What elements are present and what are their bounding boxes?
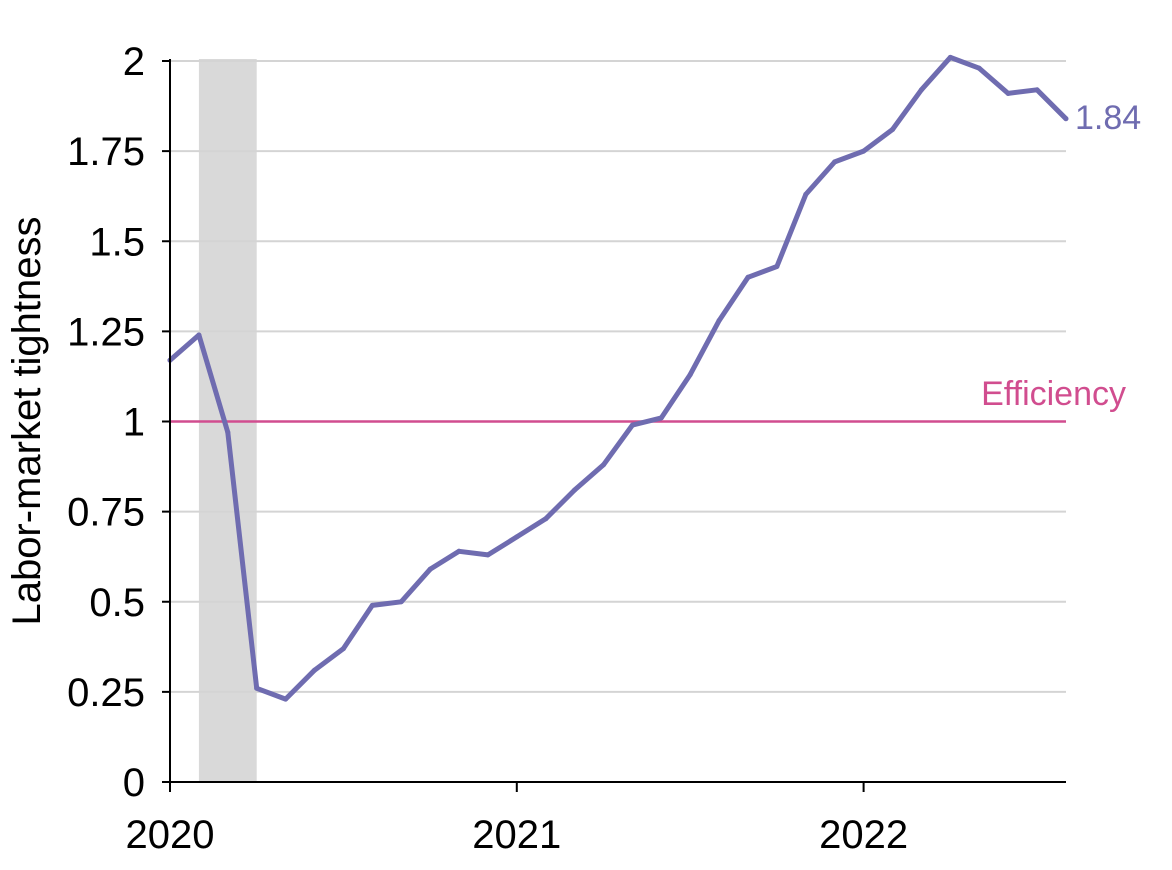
- y-axis-title: Labor-market tightness: [5, 216, 49, 625]
- y-tick-label: 1.25: [67, 310, 145, 354]
- series-point: [1063, 116, 1069, 122]
- series-point: [832, 159, 838, 165]
- series-layer: [167, 54, 1069, 702]
- series-point: [283, 696, 289, 702]
- series-point: [456, 548, 462, 554]
- series-point: [803, 191, 809, 197]
- series-point: [918, 87, 924, 93]
- tick-labels: 0 0.25 0.5 0.75 1 1.25 1.5 1.75 2 2020 2021 2022: [67, 40, 908, 857]
- x-tick-label: 2022: [819, 813, 908, 857]
- series-point: [716, 318, 722, 324]
- series-point: [861, 148, 867, 154]
- series-point: [312, 667, 317, 673]
- series-point: [687, 372, 693, 378]
- series-point: [254, 685, 260, 691]
- gridlines: [170, 60, 1066, 693]
- efficiency-label: Efficiency: [981, 375, 1126, 413]
- series-point: [976, 65, 982, 71]
- y-tick-label: 1.5: [89, 220, 145, 264]
- series-point: [601, 462, 606, 468]
- series-point: [485, 552, 491, 558]
- axes: [162, 59, 1066, 792]
- series-point: [890, 126, 895, 132]
- series-point: [629, 422, 635, 428]
- series-point: [947, 54, 953, 60]
- series-point: [774, 263, 780, 269]
- series-point: [514, 534, 520, 540]
- series-point: [369, 602, 375, 608]
- y-tick-label: 1.75: [67, 130, 145, 174]
- series-point: [340, 646, 346, 652]
- series-point: [745, 274, 751, 280]
- series-point: [572, 487, 578, 493]
- x-tick-label: 2021: [472, 813, 561, 857]
- y-tick-label: 0: [123, 761, 145, 805]
- series-point: [196, 332, 202, 338]
- series-point: [225, 429, 231, 435]
- y-tick-label: 0.75: [67, 491, 145, 535]
- series-point: [1005, 90, 1011, 96]
- series-point: [658, 415, 664, 421]
- series-end-label: 1.84: [1075, 99, 1141, 137]
- y-tick-label: 2: [123, 40, 145, 84]
- y-tick-label: 0.25: [67, 671, 145, 715]
- series-point: [543, 516, 549, 522]
- series-point: [1034, 87, 1040, 93]
- x-tick-label: 2020: [126, 813, 215, 857]
- series-point: [398, 599, 404, 605]
- y-tick-label: 0.5: [89, 581, 145, 625]
- series-line: [167, 54, 1069, 702]
- series-point: [427, 566, 433, 572]
- y-tick-label: 1: [123, 401, 145, 445]
